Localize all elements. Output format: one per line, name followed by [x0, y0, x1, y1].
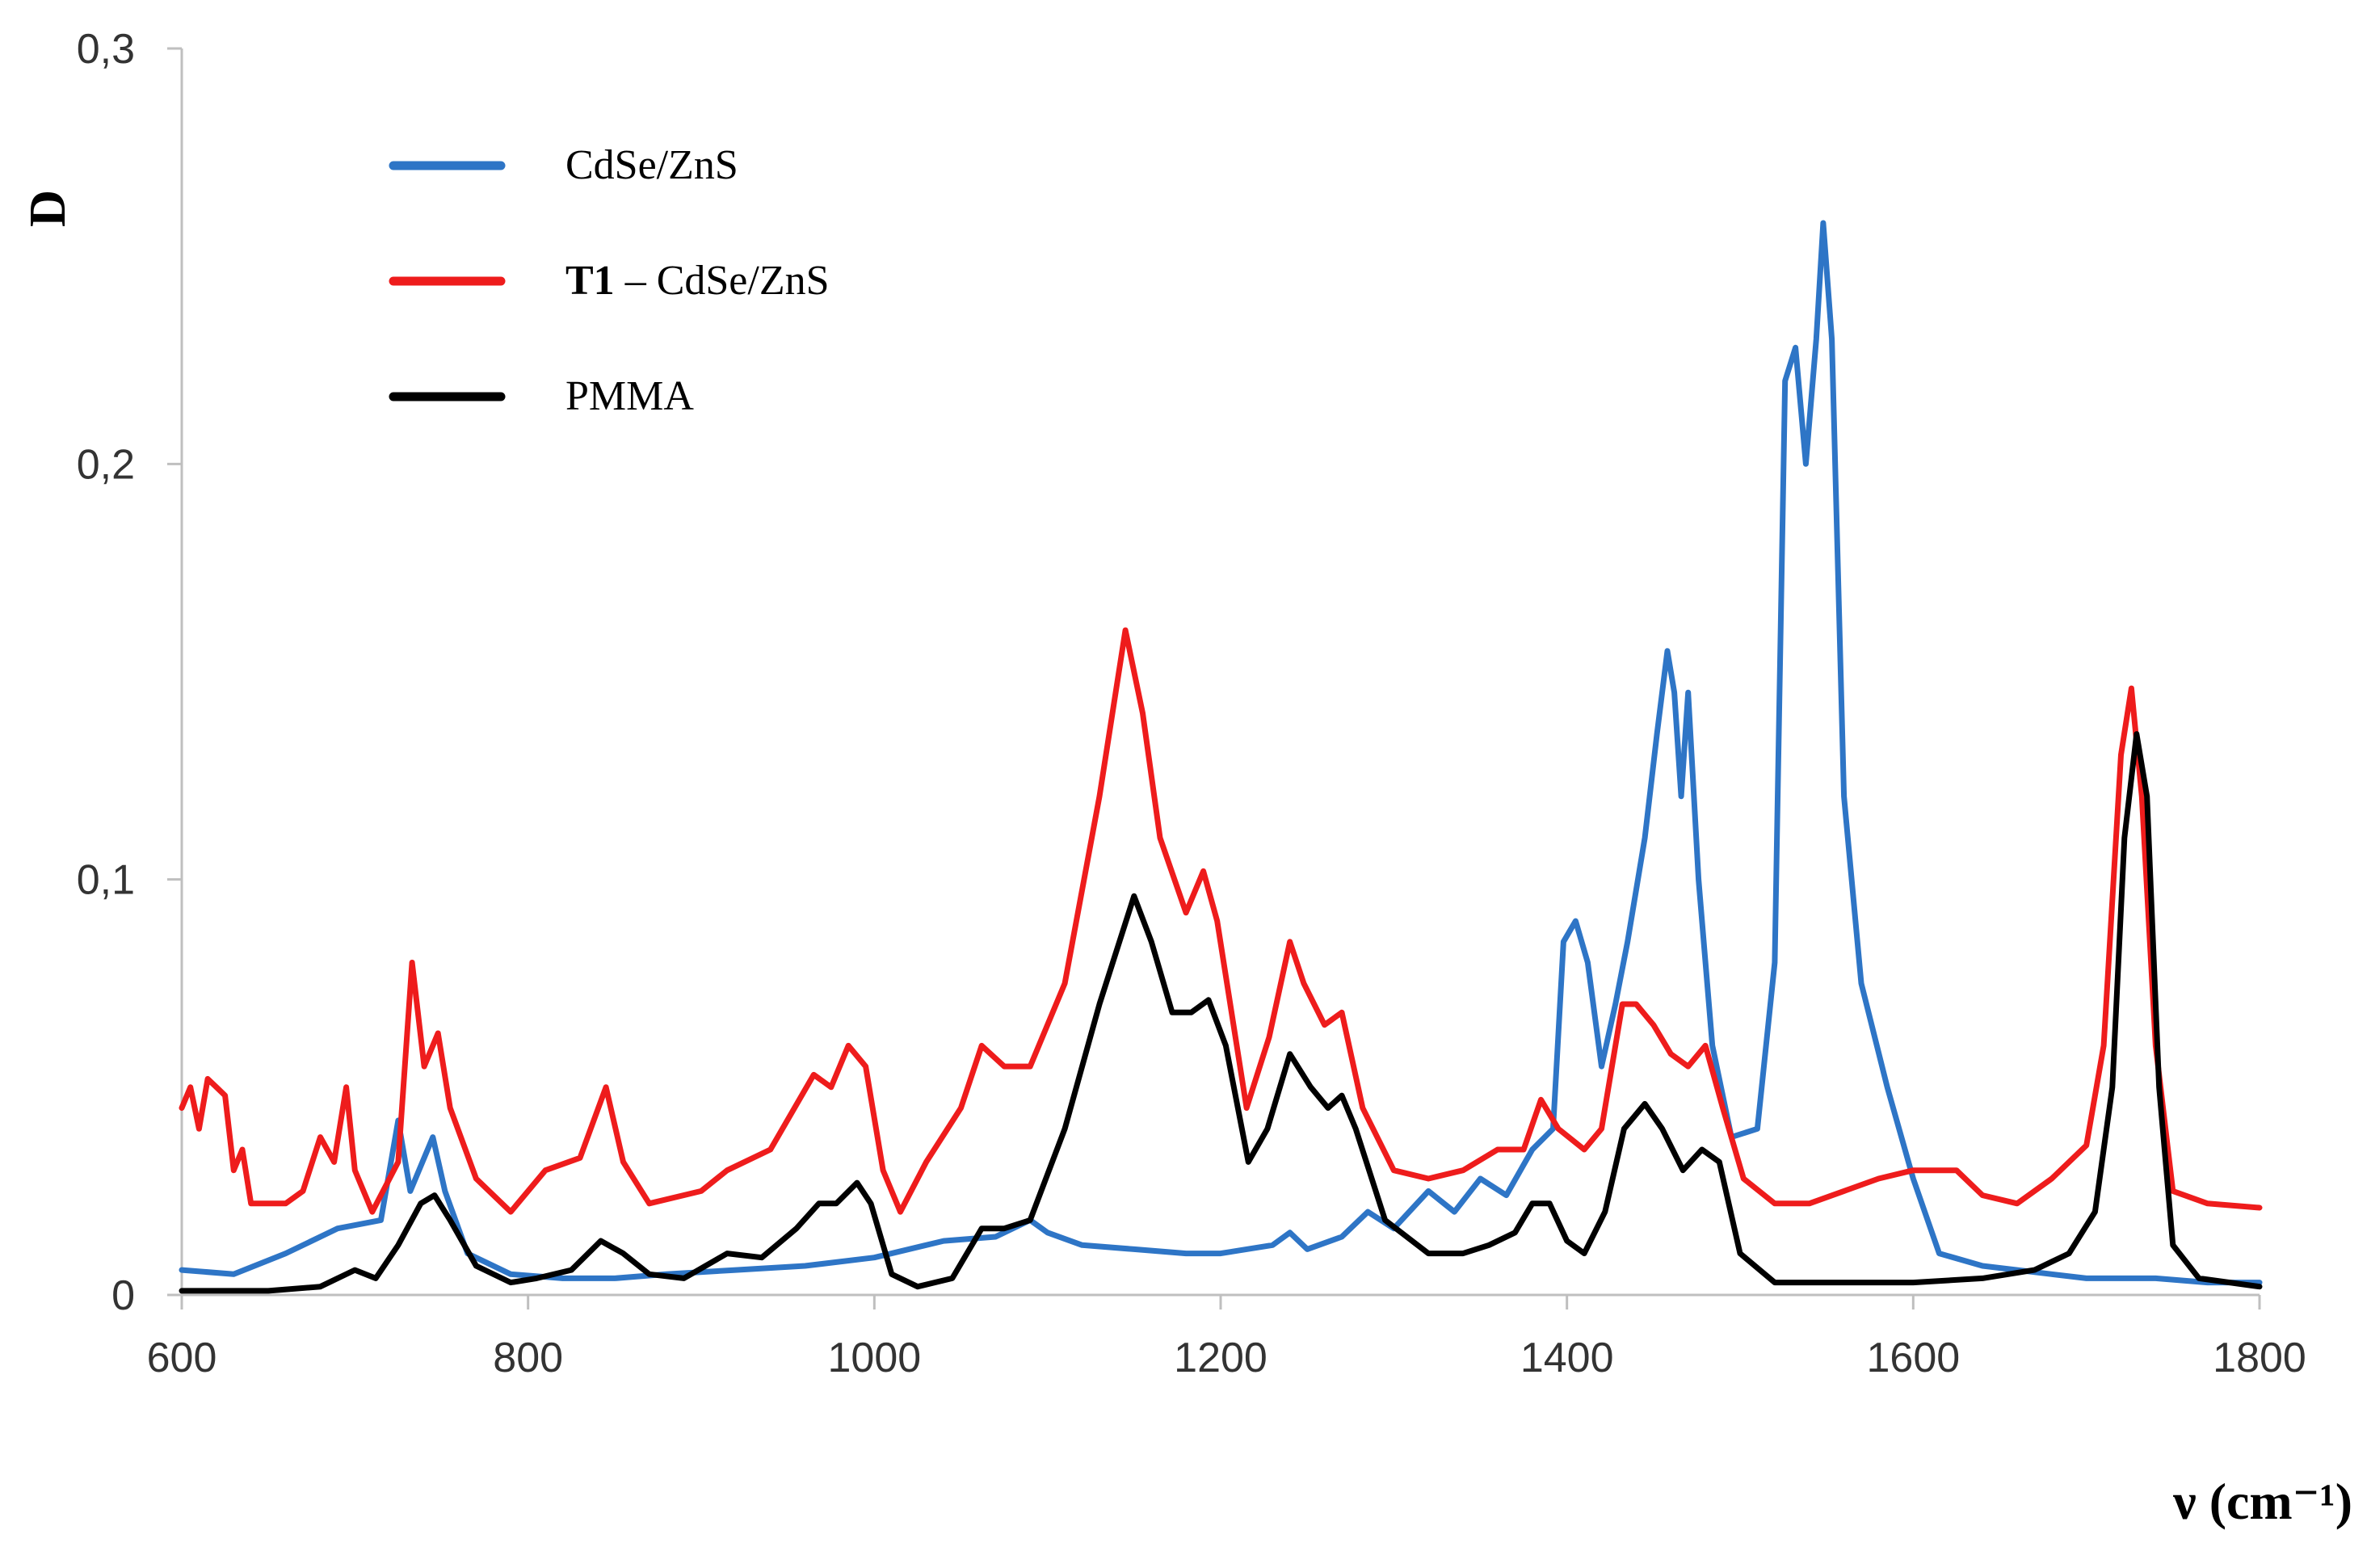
y-tick-label: 0,3 — [77, 26, 135, 73]
axes — [180, 48, 2260, 1297]
x-tick-label: 1800 — [2213, 1335, 2306, 1381]
x-tick-label: 1000 — [827, 1335, 921, 1381]
y-tick-label: 0,1 — [77, 857, 135, 904]
series — [179, 220, 2263, 1294]
legend-label-cdse-zns: CdSe/ZnS — [565, 142, 738, 188]
y-axis-title: D — [19, 190, 76, 227]
y-tick-label: 0 — [111, 1272, 135, 1319]
legend-label-pmma: PMMA — [565, 373, 694, 419]
legend-label-text: CdSe/ZnS — [565, 142, 738, 188]
legend-label-t1-cdse-zns: T1 – CdSe/ZnS — [565, 258, 830, 304]
legend-label-text: – CdSe/ZnS — [615, 258, 830, 304]
x-tick-label: 800 — [493, 1335, 563, 1381]
series-line-t1-cdse-zns — [179, 627, 2263, 1215]
x-tick-label: 600 — [147, 1335, 217, 1381]
tick-labels: 0 0,1 0,2 0,3 600 800 1000 1200 1400 1600 1800 — [77, 26, 2306, 1381]
series-line-pmma — [179, 731, 2263, 1294]
x-axis-title: ν (cm⁻¹) — [2172, 1473, 2352, 1530]
x-tick-label: 1400 — [1520, 1335, 1614, 1381]
x-tick-label: 1600 — [1866, 1335, 1960, 1381]
x-tick-label: 1200 — [1174, 1335, 1267, 1381]
legend-label-bold-part: T1 — [565, 258, 615, 304]
y-tick-label: 0,2 — [77, 441, 135, 488]
series-line-cdse-zns — [179, 220, 2263, 1286]
legend: CdSe/ZnS T1 – CdSe/ZnS PMMA — [389, 142, 830, 419]
legend-label-text: PMMA — [565, 373, 694, 419]
